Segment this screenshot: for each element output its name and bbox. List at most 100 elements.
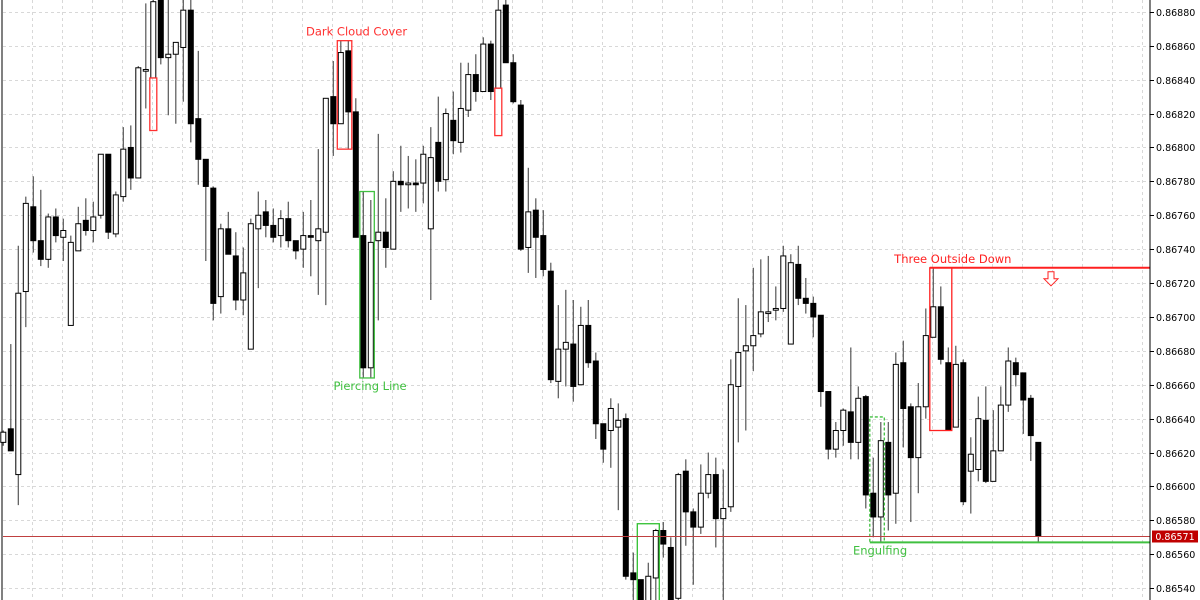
candle — [337, 40, 344, 125]
candle — [810, 296, 817, 338]
candle-body-bullish — [915, 406, 922, 459]
candle-body-bullish — [652, 530, 659, 579]
candle — [600, 423, 607, 463]
candle — [82, 198, 89, 236]
candle-body-bearish — [195, 118, 202, 160]
candle — [247, 218, 254, 350]
candle — [427, 127, 434, 300]
candle-body-bearish — [585, 324, 592, 364]
candle — [1012, 357, 1019, 387]
candle — [15, 245, 22, 506]
candle — [495, 0, 502, 89]
candle-body-bullish — [787, 262, 794, 345]
candle-body-bearish — [37, 240, 44, 260]
candle-body-bullish — [562, 341, 569, 350]
y-tick-label: 0.86880 — [1156, 8, 1195, 19]
candle-body-bullish — [757, 311, 764, 335]
candle-body-bearish — [817, 314, 824, 393]
candle — [60, 218, 67, 262]
candle-body-bullish — [405, 182, 412, 186]
candle — [892, 352, 899, 524]
pattern-marker: Dark Cloud Cover — [306, 25, 407, 150]
candle — [352, 98, 359, 238]
candle-body-bearish — [487, 43, 494, 93]
candle — [832, 422, 839, 458]
candle — [645, 562, 652, 600]
candle-body-bullish — [525, 211, 532, 248]
candle — [922, 308, 929, 419]
y-tick-label: 0.86740 — [1156, 245, 1195, 256]
candle-body-bullish — [840, 409, 847, 432]
candle — [660, 522, 667, 558]
candle — [210, 186, 217, 321]
candle-body-bullish — [67, 241, 74, 326]
candle-body-bullish — [922, 335, 929, 408]
candle-body-bullish — [420, 153, 427, 184]
candle — [525, 167, 532, 273]
candle-body-bearish — [202, 158, 209, 187]
candle-body-bullish — [90, 216, 97, 232]
pattern-marker: Engulfing — [853, 416, 1150, 557]
candle — [622, 413, 629, 580]
candle-body-bearish — [352, 111, 359, 238]
candle — [195, 50, 202, 185]
candle-body-bearish — [622, 418, 629, 577]
y-tick-label: 0.86540 — [1156, 584, 1195, 595]
y-tick-label: 0.86700 — [1156, 313, 1195, 324]
candle-body-bullish — [645, 575, 652, 600]
candle — [720, 469, 727, 600]
pattern-label: Dark Cloud Cover — [306, 25, 407, 39]
candle-body-bearish — [517, 104, 524, 250]
candle-body-bullish — [60, 230, 67, 238]
candle — [577, 306, 584, 386]
candle-body-bearish — [802, 297, 809, 304]
candle — [795, 245, 802, 306]
candle-body-bullish — [877, 440, 884, 518]
candle — [120, 127, 127, 202]
candle-body-bearish — [502, 4, 509, 64]
candle — [1027, 394, 1034, 462]
price-axis: 0.86880 0.86860 0.86840 0.86820 0.86800 0.867… — [1150, 8, 1195, 595]
candle — [172, 41, 179, 124]
current-price-label: 0.86571 — [1155, 532, 1194, 543]
candle-body-bearish — [600, 423, 607, 450]
candle — [480, 37, 487, 93]
candle — [465, 62, 472, 117]
candle — [405, 155, 412, 209]
candle-body-bullish — [22, 202, 29, 293]
candle — [652, 528, 659, 600]
candle-body-bearish — [225, 228, 232, 255]
candle-body-bullish — [577, 324, 584, 386]
candle-body-bullish — [15, 292, 22, 476]
candle-body-bullish — [615, 419, 622, 428]
candle-body-bearish — [795, 263, 802, 299]
candle — [307, 200, 314, 277]
candle-body-bearish — [345, 50, 352, 113]
candle — [105, 153, 112, 239]
candle — [967, 437, 974, 514]
candle-body-bullish — [277, 218, 284, 237]
candle-body-bullish — [742, 345, 749, 352]
candle — [960, 359, 967, 506]
candle-body-bearish — [540, 235, 547, 270]
candle — [765, 255, 772, 323]
candle-body-bearish — [450, 119, 457, 142]
candle — [367, 200, 374, 378]
candle-body-bullish — [750, 335, 757, 347]
candle — [937, 286, 944, 365]
y-tick-label: 0.86800 — [1156, 143, 1195, 154]
y-tick-label: 0.86780 — [1156, 177, 1195, 188]
candle — [772, 286, 779, 321]
candle-body-bullish — [180, 9, 187, 48]
candle — [780, 245, 787, 312]
candle-body-bearish — [105, 153, 112, 233]
candle-body-bullish — [772, 307, 779, 311]
candle-body-bearish — [382, 231, 389, 248]
candle — [202, 158, 209, 262]
candle-body-bullish — [832, 430, 839, 450]
candle-body-bearish — [630, 572, 637, 581]
candle — [885, 422, 892, 531]
candle-body-bullish — [247, 223, 254, 350]
price-axis-panel[interactable] — [1150, 0, 1200, 600]
candle — [240, 247, 247, 316]
